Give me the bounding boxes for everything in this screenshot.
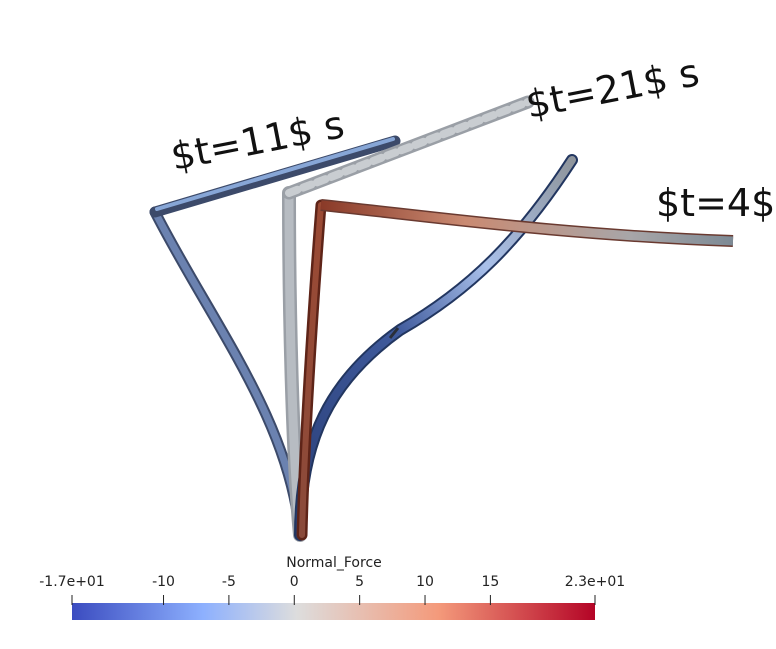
colorbar-tick-label: -5	[221, 574, 236, 590]
colorbar-tick-label: -10	[152, 574, 175, 590]
colorbar	[71, 595, 596, 620]
beam-t4	[296, 199, 734, 541]
colorbar-gradient	[72, 603, 595, 620]
colorbar-tick-label: 2.3e+01	[564, 574, 626, 590]
beam-t11-lower	[149, 206, 306, 541]
beam-t11-upper	[149, 135, 401, 218]
colorbar-tick-label: 15	[481, 574, 500, 590]
colorbar-ticks	[71, 595, 596, 605]
colorbar-tick-label: 5	[355, 574, 365, 590]
colorbar-tick-label: 10	[416, 574, 434, 590]
label-t4: $t=4$	[656, 181, 776, 225]
colorbar-title: Normal_Force	[286, 555, 382, 571]
beam-t11	[149, 135, 401, 541]
colorbar-tick-label: 0	[289, 574, 299, 590]
colorbar-tick-label: -1.7e+01	[39, 574, 105, 590]
